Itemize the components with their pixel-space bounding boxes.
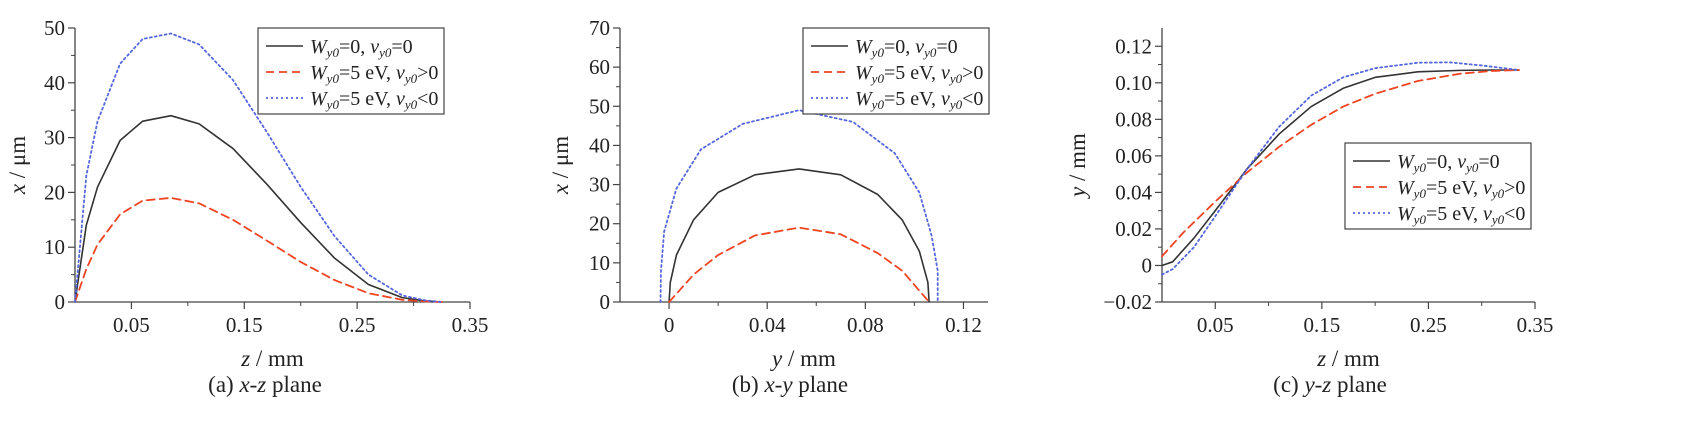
x-tick-label: 0.35 [1517,313,1554,337]
y-tick-label: 50 [589,94,610,118]
y-tick-label: 30 [589,173,610,197]
series-line-2 [74,196,443,303]
legend-box [1344,142,1532,230]
y-tick-label: 0 [1142,253,1153,277]
x-tick-label: 0 [664,313,675,337]
chart-panel-1: 0 10 20 30 40 50 0.05 0.15 0.25 0.35 z / mm x / μm (… [5,16,488,397]
y-tick-label: 0.12 [1115,34,1152,58]
legend-label-3: Wy0=5 eV, vy0<0 [855,88,983,112]
y-tick-label: 70 [589,16,610,40]
y-tick-label: 50 [44,16,65,40]
x-tick-label: 0.15 [1303,313,1340,337]
legend-box [802,27,990,115]
legend-label-3: Wy0=5 eV, vy0<0 [310,88,438,112]
y-tick-label: 0 [600,290,611,314]
legend-label-2: Wy0=5 eV, vy0>0 [310,62,438,86]
legend-label-1: Wy0=0, vy0=0 [855,36,958,60]
legend-label-2: Wy0=5 eV, vy0>0 [855,62,983,86]
y-tick-label: 40 [44,71,65,95]
x-tick-label: 0.05 [113,313,150,337]
y-tick-label: −0.02 [1103,290,1152,314]
series-line-3 [1161,61,1520,276]
x-tick-label: 0.35 [452,313,489,337]
y-tick-label: 0.02 [1115,217,1152,241]
x-axis-label: z / mm [240,346,304,371]
x-tick-label: 0.12 [945,313,982,337]
y-axis-label: x / μm [5,136,30,195]
series-line-3 [659,109,939,303]
chart-panel-3: −0.02 0 0.02 0.04 0.06 0.08 0.10 0.12 0.05 0.15 0.… [1065,28,1553,397]
y-tick-label: 0.04 [1115,180,1152,204]
x-tick-label: 0.05 [1197,313,1234,337]
x-axis-label: y / mm [770,346,836,371]
chart-panel-2: 0 10 20 30 40 50 60 70 0 0.04 0.08 0.12 y / mm x / μm… [548,16,990,397]
panel-caption: (a) x-z plane [208,372,322,397]
series-line-1 [1161,69,1520,267]
legend-label-3: Wy0=5 eV, vy0<0 [1397,203,1525,227]
y-tick-label: 10 [44,235,65,259]
legend-label-1: Wy0=0, vy0=0 [1397,151,1500,175]
x-tick-label: 0.25 [1410,313,1447,337]
series-line-2 [668,226,931,303]
y-tick-label: 40 [589,133,610,157]
series-line-1 [74,114,443,303]
panel-caption: (b) x-y plane [732,372,848,397]
series-line-3 [74,32,443,303]
y-tick-label: 20 [589,212,610,236]
x-tick-label: 0.25 [339,313,376,337]
y-tick-label: 10 [589,251,610,275]
y-axis-label: y / mm [1065,133,1090,199]
y-axis-label: x / μm [548,136,573,195]
legend-label-1: Wy0=0, vy0=0 [310,36,413,60]
y-tick-label: 20 [44,180,65,204]
y-tick-label: 0.10 [1115,71,1152,95]
x-tick-label: 0.15 [226,313,263,337]
y-tick-label: 0.08 [1115,107,1152,131]
y-tick-label: 0.06 [1115,144,1152,168]
x-axis-label: z / mm [1316,346,1380,371]
y-tick-label: 0 [55,290,66,314]
x-tick-label: 0.04 [749,313,786,337]
series-line-2 [1161,69,1520,258]
panel-caption: (c) y-z plane [1273,372,1387,397]
legend-box [257,27,445,115]
legend-label-2: Wy0=5 eV, vy0>0 [1397,177,1525,201]
y-tick-label: 30 [44,126,65,150]
y-tick-label: 60 [589,55,610,79]
x-tick-label: 0.08 [847,313,884,337]
series-line-1 [668,168,930,303]
